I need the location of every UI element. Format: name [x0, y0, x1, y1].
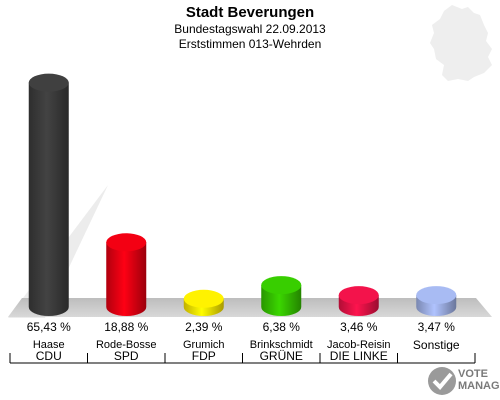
category-axis	[9, 353, 476, 364]
logo-text: VOTE MANAGER	[458, 368, 500, 392]
bar-cap	[28, 73, 69, 92]
vote-manager-logo: VOTE MANAGER	[424, 362, 500, 400]
chart-title: Stadt Beverungen	[185, 4, 315, 21]
election-subtitle: Bundestagswahl 22.09.2013	[174, 22, 326, 36]
party-label: FDP	[192, 349, 216, 363]
bar-sonstige	[416, 286, 457, 316]
value-label: 6,38 %	[263, 320, 301, 334]
candidate-label: Brinkschmidt	[250, 339, 313, 351]
bar-spd	[106, 233, 147, 316]
bar-cdu	[28, 73, 69, 316]
bar-cap	[183, 289, 224, 308]
bar-fdp	[183, 289, 224, 316]
candidate-label: Grumich	[183, 339, 225, 351]
party-label: GRÜNE	[260, 349, 303, 363]
value-label: 3,46 %	[340, 320, 378, 334]
party-label: CDU	[36, 349, 62, 363]
party-label: Sonstige	[413, 338, 460, 352]
checkmark-icon	[428, 367, 456, 395]
bar-cap	[338, 286, 379, 305]
candidate-label: Haase	[33, 339, 65, 351]
chart-header: Stadt Beverungen Bundestagswahl 22.09.20…	[0, 4, 500, 52]
party-label: SPD	[114, 349, 139, 363]
value-label: 2,39 %	[185, 320, 223, 334]
candidate-label: Jacob-Reisin	[327, 339, 391, 351]
candidate-label: Rode-Bosse	[96, 339, 157, 351]
value-label: 3,47 %	[418, 320, 456, 334]
value-label: 18,88 %	[104, 320, 148, 334]
bar-gr-ne	[261, 276, 302, 316]
bar-cap	[106, 233, 147, 252]
district-subtitle: Erststimmen 013-Wehrden	[178, 37, 322, 51]
logo-line1: VOTE	[458, 368, 488, 380]
bar-cap	[261, 276, 302, 295]
bar-body	[106, 242, 147, 316]
party-label: DIE LINKE	[330, 349, 388, 363]
germany-map-icon	[430, 5, 492, 81]
bar-body	[28, 82, 69, 316]
value-label: 65,43 %	[27, 320, 71, 334]
logo-line2: MANAGER	[458, 380, 500, 392]
bar-die-linke	[338, 286, 379, 316]
bar-cap	[416, 286, 457, 305]
